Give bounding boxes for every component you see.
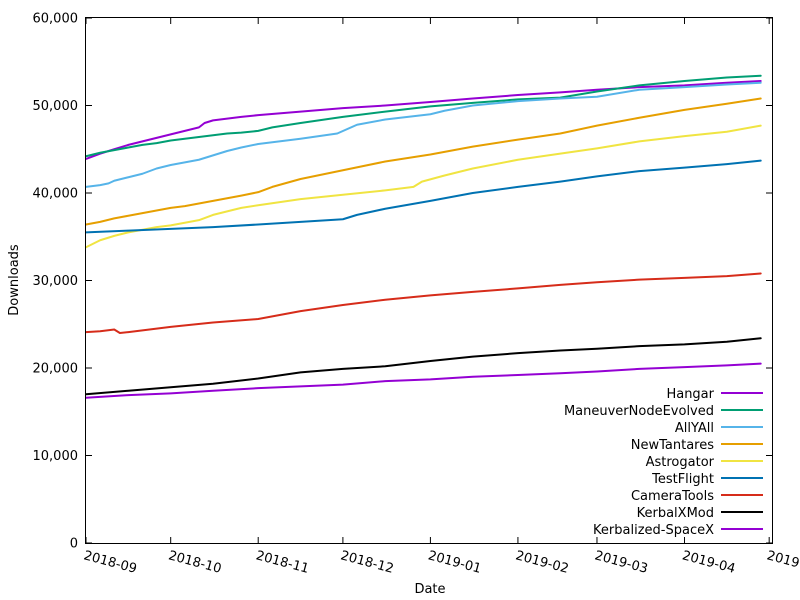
plot-frame	[85, 17, 773, 544]
series-line-kerbalized-spacex	[85, 362, 762, 399]
x-tick-label: 2019-03	[593, 548, 649, 577]
series-line-kerbalxmod	[85, 337, 762, 396]
legend-label-maneuvernodeevolved: ManeuverNodeEvolved	[564, 404, 714, 419]
x-tick-label: 2019-04	[680, 548, 736, 577]
series-line-newtantares	[85, 97, 762, 226]
series-line-allyall	[85, 81, 762, 188]
legend-label-hangar: Hangar	[666, 387, 714, 402]
legend-label-astrogator: Astrogator	[646, 455, 715, 470]
x-tick-label: 2018-12	[339, 548, 395, 577]
axes-layer	[85, 17, 773, 544]
legend-label-kerbalxmod: KerbalXMod	[637, 506, 714, 521]
y-tick-label: 40,000	[33, 187, 79, 202]
series-line-hangar	[85, 80, 762, 160]
x-tick-label: 2019	[765, 548, 800, 571]
y-tick-label: 20,000	[33, 362, 79, 377]
y-axis: 0 10,000 20,000 30,000 40,000 50,000 60,000	[33, 12, 772, 552]
series-line-cameratools	[85, 272, 762, 334]
x-tick-label: 2019-02	[514, 548, 570, 577]
y-axis-title: Downloads	[7, 244, 22, 316]
y-tick-label: 0	[70, 537, 78, 552]
y-tick-label: 10,000	[33, 449, 79, 464]
x-tick-label: 2019-01	[426, 548, 482, 577]
series-line-testflight	[85, 159, 762, 234]
y-tick-label: 50,000	[33, 99, 79, 114]
series-line-maneuvernodeevolved	[85, 74, 762, 158]
legend-label-testflight: TestFlight	[651, 472, 714, 487]
x-tick-label: 2018-10	[167, 548, 223, 577]
legend-label-allyall: AllYAll	[675, 421, 714, 436]
x-tick-label: 2018-09	[82, 548, 138, 577]
y-tick-label: 60,000	[33, 12, 79, 27]
legend-label-cameratools: CameraTools	[631, 489, 714, 504]
legend-label-kerbalized-spacex: Kerbalized-SpaceX	[593, 523, 714, 538]
y-tick-label: 30,000	[33, 274, 79, 289]
x-tick-label: 2018-11	[254, 548, 310, 577]
legend: Hangar ManeuverNodeEvolved AllYAll NewTanta…	[564, 387, 763, 538]
series-layer	[85, 74, 762, 399]
legend-label-newtantares: NewTantares	[631, 438, 714, 453]
x-axis-title: Date	[414, 582, 445, 597]
